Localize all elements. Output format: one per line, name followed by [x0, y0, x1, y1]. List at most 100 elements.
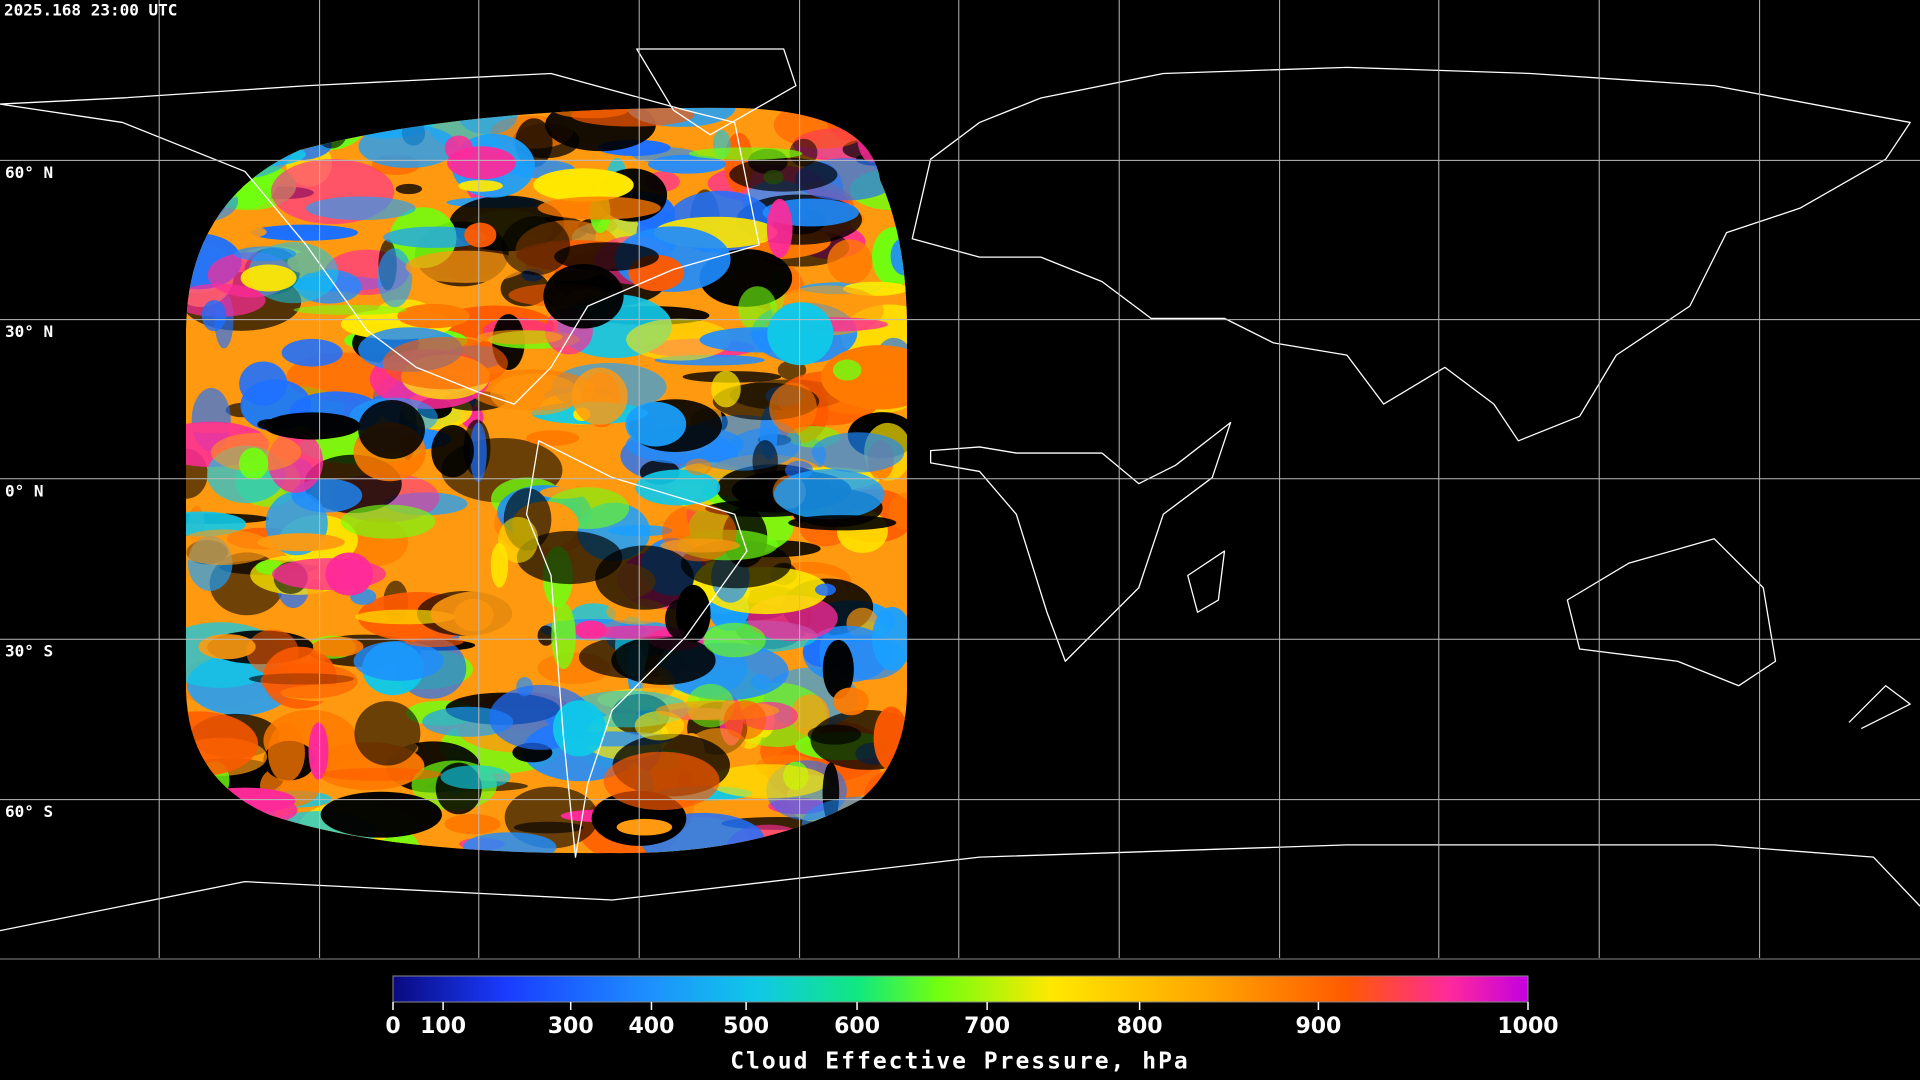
cloud-patch	[660, 538, 741, 553]
coastline	[1567, 539, 1775, 686]
cloud-patch	[626, 318, 732, 361]
cloud-patch	[354, 701, 421, 766]
cloud-patch	[186, 283, 266, 317]
cloud-patch	[395, 183, 423, 195]
cloud-patch	[239, 361, 288, 406]
cloud-patch	[634, 711, 685, 741]
colorbar-tick-label: 900	[1295, 1014, 1341, 1039]
colorbar	[392, 975, 1529, 1003]
cloud-patch	[590, 625, 685, 640]
satellite-imagery	[186, 107, 907, 854]
coastline	[637, 49, 796, 135]
cloud-patch	[537, 196, 661, 220]
cloud-patch	[811, 432, 905, 473]
cloud-patch	[595, 545, 694, 610]
cloud-patch	[404, 636, 464, 648]
cloud-patch	[250, 224, 359, 241]
cloud-patch	[216, 224, 267, 240]
cloud-patch	[543, 263, 624, 329]
coastline	[0, 73, 759, 404]
cloud-patch	[832, 359, 862, 381]
cloud-patch	[635, 469, 721, 506]
coastline	[1188, 551, 1225, 612]
coastlines	[0, 49, 1920, 931]
cloud-patch	[571, 367, 628, 426]
colorbar-ticks: 0 100 300 400 500 600 700 800 900 1000	[385, 1002, 1559, 1039]
coastline	[1849, 686, 1910, 729]
cloud-patch	[501, 216, 571, 276]
cloud-patch	[498, 517, 539, 563]
cloud-patch	[766, 198, 793, 258]
latitude-label: 60° N	[5, 163, 53, 182]
cloud-patch	[246, 629, 299, 675]
cloud-patch	[888, 492, 907, 530]
cloud-patch	[464, 222, 497, 248]
cloud-patch	[281, 338, 343, 367]
cloud-patch	[272, 558, 386, 590]
cloud-patch	[551, 603, 576, 669]
coastline	[931, 422, 1231, 661]
colorbar-title: Cloud Effective Pressure, hPa	[730, 1049, 1190, 1075]
cloud-patch	[260, 663, 358, 699]
timestamp: 2025.168 23:00 UTC	[4, 1, 177, 20]
colorbar-tick-label: 600	[834, 1014, 880, 1039]
cloud-patch	[516, 530, 623, 585]
cloud-patch	[240, 264, 297, 292]
colorbar-tick-label: 0	[385, 1014, 400, 1039]
cloud-patch	[513, 821, 584, 834]
cloud-patch	[752, 440, 778, 483]
cloud-patch	[321, 767, 443, 781]
cloud-patch	[711, 370, 741, 408]
cloud-patch	[504, 786, 599, 849]
colorbar-tick-label: 700	[964, 1014, 1010, 1039]
cloud-patch	[264, 412, 361, 440]
cloud-patch	[490, 373, 581, 416]
cloud-patch	[397, 303, 470, 329]
cloud-patch	[383, 226, 488, 248]
cloud-patch	[708, 764, 829, 799]
cloud-patch	[440, 765, 511, 790]
cloud-patch	[703, 622, 766, 658]
cloud-patch	[293, 304, 407, 315]
colorbar-tick-label: 300	[548, 1014, 594, 1039]
cloud-patch	[358, 124, 458, 168]
cloud-patch	[405, 250, 527, 283]
cloud-patch	[382, 337, 508, 390]
cloud-patch	[525, 430, 580, 446]
cloud-patch	[233, 246, 297, 262]
colorbar-tick-label: 500	[723, 1014, 769, 1039]
cloud-patch	[625, 401, 687, 447]
latitude-label: 30° S	[5, 642, 53, 661]
cloud-patch	[201, 300, 227, 332]
cloud-patch	[664, 599, 696, 640]
cloud-patch	[308, 722, 329, 780]
cloud-patch	[833, 687, 869, 716]
colorbar-tick-label: 400	[628, 1014, 674, 1039]
cloud-patch	[773, 469, 885, 520]
cloud-patch	[788, 515, 897, 531]
graticule	[0, 0, 1920, 958]
cloud-patch	[769, 382, 817, 434]
cloud-patch	[814, 583, 836, 596]
cloud-patch	[477, 329, 563, 345]
colorbar-tick-label: 800	[1117, 1014, 1163, 1039]
cloud-patch	[552, 700, 606, 757]
cloud-patch	[822, 639, 854, 699]
cloud-patch	[685, 458, 712, 476]
cloud-patch	[723, 700, 767, 740]
latitude-label: 60° S	[5, 802, 53, 821]
coastline	[527, 441, 747, 857]
cloud-patch	[827, 239, 873, 284]
cloud-patch	[447, 146, 516, 180]
coastline	[0, 845, 1920, 931]
cloud-patch	[554, 242, 659, 272]
cloud-patch	[186, 529, 273, 565]
cloud-patch	[611, 635, 716, 685]
cloud-patch	[320, 791, 442, 838]
cloud-patch	[647, 154, 726, 174]
cloud-patch	[198, 634, 256, 660]
cloud-patch	[267, 724, 305, 782]
cloud-patch	[616, 818, 673, 836]
